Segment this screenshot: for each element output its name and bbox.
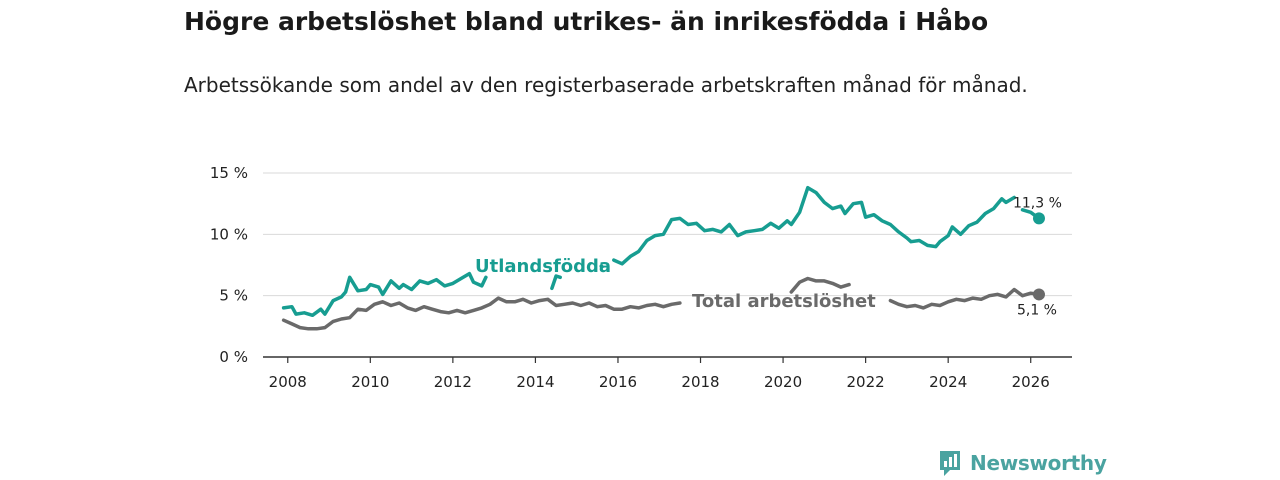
series-line (612, 185, 1016, 266)
end-point-marker (1032, 288, 1045, 301)
x-tick-label: 2018 (681, 373, 719, 391)
y-tick-label: 0 % (219, 348, 248, 366)
newsworthy-logo-icon (940, 451, 960, 476)
brand-logo: Newsworthy (938, 448, 1107, 478)
series-line (789, 276, 851, 294)
series-name-label: Total arbetslöshet (692, 291, 876, 312)
brand-name: Newsworthy (970, 451, 1107, 475)
x-tick-label: 2014 (516, 373, 554, 391)
series-lines (281, 185, 1045, 331)
x-tick-label: 2026 (1012, 373, 1050, 391)
x-tick-label: 2012 (434, 373, 472, 391)
series-line (281, 296, 682, 331)
end-value-label: 5,1 % (1017, 302, 1057, 318)
chart-subtitle: Arbetssökande som andel av den registerb… (184, 73, 1028, 97)
y-tick-label: 15 % (210, 164, 248, 182)
end-value-label: 11,3 % (1013, 195, 1062, 211)
x-tick-label: 2016 (599, 373, 637, 391)
chart-title: Högre arbetslöshet bland utrikes- än inr… (184, 7, 989, 36)
series-labels: 11,3 % 5,1 % Utlandsfödda Total arbetslöshe… (475, 195, 1062, 318)
x-tick-label: 2024 (929, 373, 967, 391)
end-point-marker (1032, 212, 1045, 225)
series-point (599, 264, 604, 269)
series-line (281, 271, 488, 318)
series-name-label: Utlandsfödda (475, 256, 611, 277)
x-axis: 2008 2010 2012 2014 2016 2018 2020 2022 2024 2026 (263, 356, 1072, 391)
y-tick-label: 10 % (210, 225, 248, 243)
x-tick-label: 2008 (269, 373, 307, 391)
x-tick-label: 2022 (847, 373, 885, 391)
y-axis-ticks: 0 % 5 % 10 % 15 % (210, 164, 248, 366)
x-tick-label: 2020 (764, 373, 802, 391)
x-tick-label: 2010 (351, 373, 389, 391)
series-line (550, 274, 562, 291)
series-line (888, 287, 1041, 310)
y-tick-label: 5 % (219, 287, 248, 305)
grid-lines (263, 172, 1072, 297)
